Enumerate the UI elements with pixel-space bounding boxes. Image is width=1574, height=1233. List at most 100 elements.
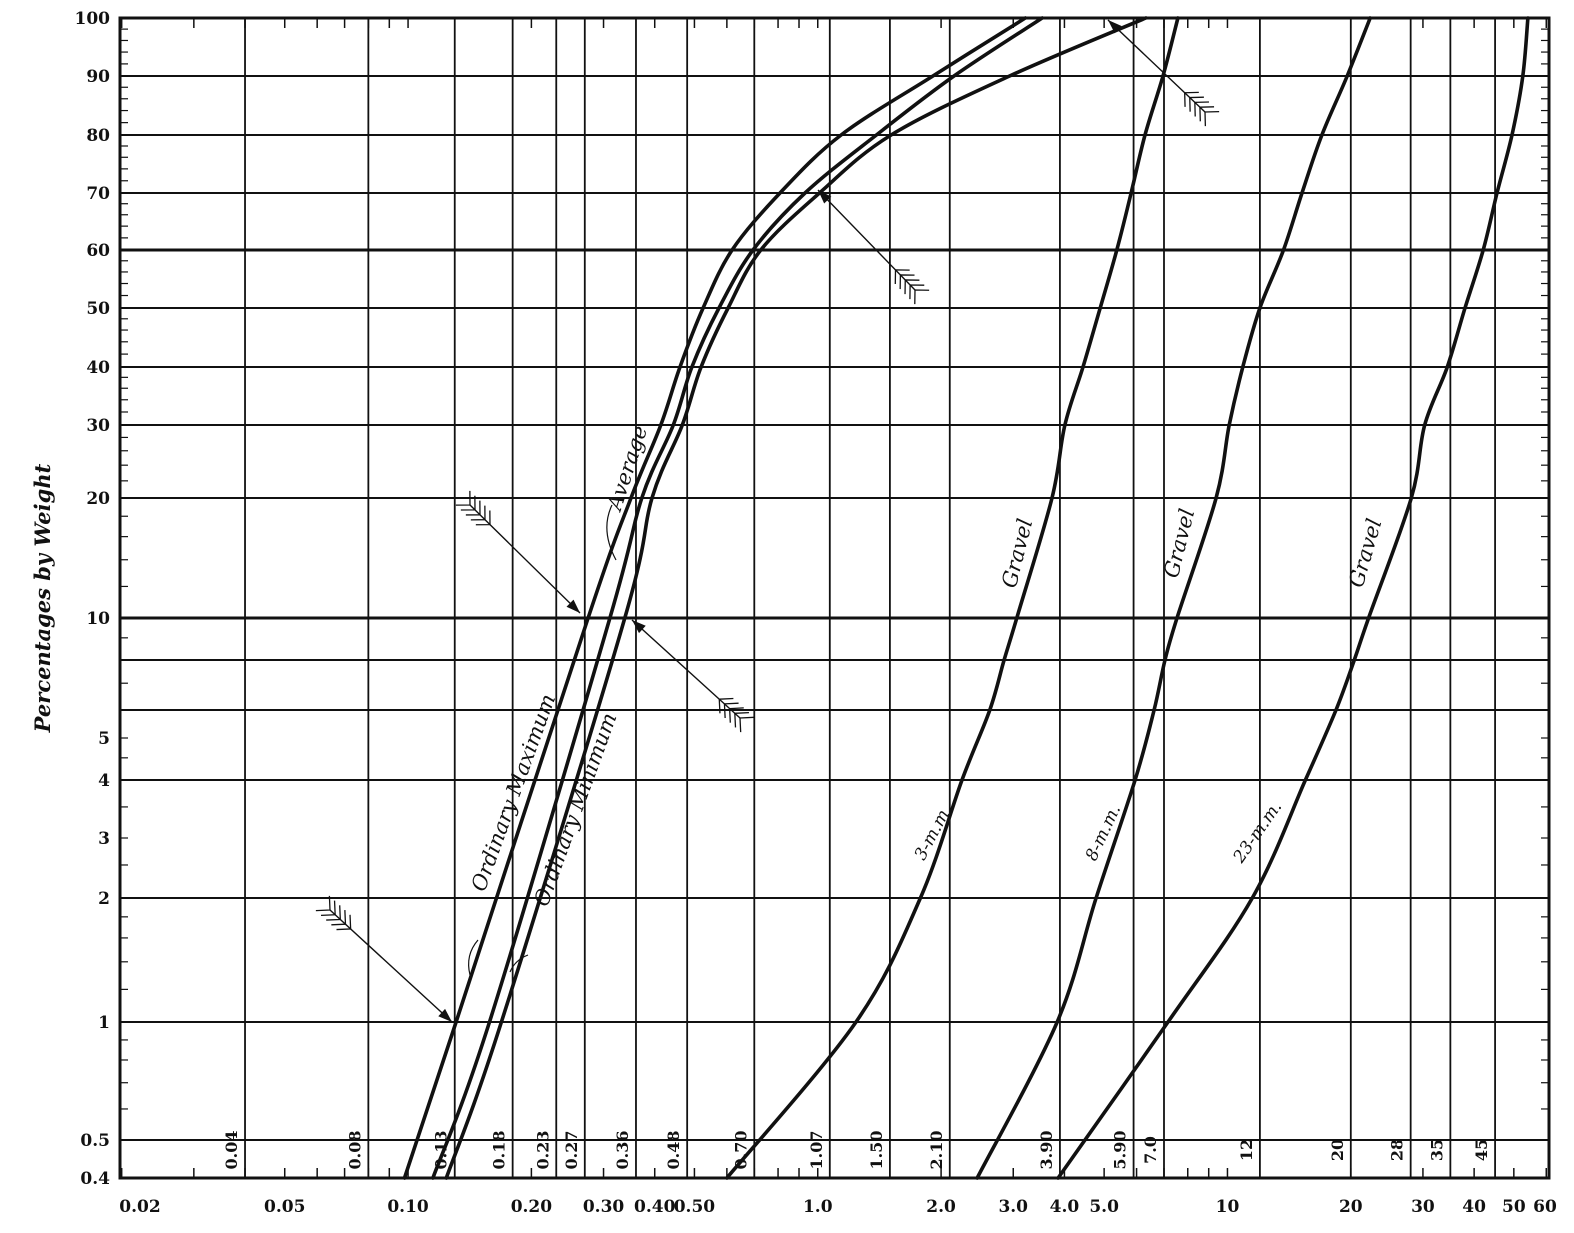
- y-tick-label: 5: [98, 729, 110, 749]
- x-tick-label: 2.0: [926, 1197, 956, 1217]
- x-tick-label: 0.20: [511, 1197, 553, 1217]
- arrow-feather: [336, 914, 352, 931]
- arrowhead-icon: [818, 190, 832, 204]
- arrow-feather: [331, 910, 347, 926]
- y-tick-label: 0.5: [80, 1131, 110, 1151]
- x-tick-label: 0.02: [119, 1197, 160, 1217]
- curve-label-gravel-3mm: Gravel: [997, 516, 1037, 590]
- x-tick-label: 40: [1462, 1197, 1486, 1217]
- arrow-feather: [465, 500, 481, 516]
- sieve-label: 0.70: [731, 1131, 750, 1170]
- ordinary-minimum-leader-line: [509, 954, 529, 973]
- arrowhead-icon: [1108, 20, 1122, 34]
- arrow-feather: [723, 702, 739, 719]
- x-tick-label: 5.0: [1089, 1197, 1119, 1217]
- x-tick-label: 60: [1533, 1197, 1557, 1217]
- curve-label-average: Average: [602, 423, 652, 515]
- y-tick-label: 30: [86, 416, 110, 436]
- sieve-label: 45: [1472, 1139, 1491, 1161]
- sieve-label: 1.50: [867, 1131, 886, 1170]
- pointer-arrows: [315, 19, 1220, 1023]
- y-tick-label: 2: [98, 889, 110, 909]
- ordinary-maximum-leader-line: [468, 939, 479, 976]
- y-tick-label: 3: [98, 829, 110, 849]
- y-tick-label: 4: [98, 771, 110, 791]
- y-axis-label: Percentages by Weight: [30, 463, 55, 733]
- arrow-shaft: [631, 619, 741, 719]
- arrow-feather: [904, 279, 920, 295]
- arrow-feather: [1204, 110, 1220, 127]
- y-tick-label: 1: [98, 1013, 110, 1033]
- sieve-label: 0.48: [664, 1131, 683, 1170]
- sieve-label: 0.23: [533, 1131, 552, 1170]
- sieve-label: 35: [1427, 1139, 1446, 1161]
- y-tick-label: 70: [86, 184, 110, 204]
- feathered-arrow: [631, 619, 755, 733]
- y-tick-label: 90: [86, 67, 110, 87]
- x-tick-label: 3.0: [998, 1197, 1028, 1217]
- y-tick-label: 40: [86, 358, 110, 378]
- sieve-label: 12: [1237, 1139, 1256, 1161]
- y-tick-label: 100: [75, 9, 111, 29]
- arrow-feather: [728, 707, 744, 723]
- arrow-feather: [320, 900, 336, 916]
- arrow-feather: [739, 716, 755, 733]
- sieve-label: 3.90: [1037, 1131, 1056, 1170]
- arrow-feather: [899, 274, 915, 290]
- gravel-3mm-curve: [725, 16, 1180, 1180]
- x-tick-label: 50: [1502, 1197, 1526, 1217]
- sieve-label: 7.0: [1141, 1136, 1160, 1164]
- arrow-shaft: [817, 189, 916, 291]
- arrow-feather: [1189, 96, 1204, 112]
- y-tick-label: 60: [86, 241, 110, 261]
- sieve-label: 1.07: [807, 1131, 826, 1170]
- arrow-feather: [455, 490, 471, 506]
- arrow-feather: [909, 284, 925, 300]
- sieve-label: 5.90: [1111, 1131, 1130, 1170]
- x-tick-label: 20: [1339, 1197, 1363, 1217]
- y-tick-label: 10: [86, 609, 110, 629]
- y-tick-label: 50: [86, 299, 110, 319]
- x-tick-label: 0.05: [264, 1197, 305, 1217]
- sieve-label: 2.10: [927, 1131, 946, 1170]
- plot-frame: [118, 16, 1551, 1180]
- sieve-label: 0.04: [222, 1131, 241, 1170]
- sieve-label: 0.27: [562, 1131, 581, 1170]
- arrow-feather: [475, 510, 491, 526]
- gravel-23mm-curve: [1056, 16, 1530, 1180]
- arrowhead-icon: [438, 1008, 452, 1022]
- arrow-shaft: [469, 504, 581, 614]
- arrow-feather: [894, 269, 910, 285]
- curves: [402, 16, 1530, 1180]
- sieve-label: 0.18: [490, 1131, 509, 1170]
- arrowhead-icon: [632, 620, 646, 634]
- gravel-8mm-curve: [975, 16, 1372, 1180]
- arrow-feather: [718, 697, 734, 714]
- feathered-arrow: [1107, 19, 1220, 127]
- arrow-feather: [1199, 106, 1215, 122]
- arrow-feather: [470, 505, 486, 521]
- arrow-feather: [1184, 91, 1199, 107]
- average-curve: [431, 16, 1044, 1180]
- sieve-label: 20: [1328, 1139, 1347, 1161]
- x-tick-label: 0.30: [583, 1197, 625, 1217]
- x-tick-label: 4.0: [1050, 1197, 1080, 1217]
- x-tick-label: 0.10: [387, 1197, 429, 1217]
- arrowhead-icon: [566, 599, 580, 613]
- arrow-feather: [326, 905, 341, 921]
- y-tick-label: 80: [86, 126, 110, 146]
- ordinary-maximum-curve: [402, 16, 1028, 1180]
- average-leader-line: [606, 504, 617, 561]
- y-tick-label: 0.4: [80, 1169, 110, 1189]
- ordinary-minimum-curve: [444, 16, 1148, 1180]
- x-tick-label: 0.40: [634, 1197, 676, 1217]
- arrow-feather: [734, 711, 749, 728]
- arrow-feather: [914, 289, 930, 305]
- arrow-shaft: [1107, 19, 1206, 113]
- arrow-shaft: [329, 909, 453, 1023]
- tick-labels: 0.04 0.08 0.13 0.18 0.23 0.27 0.36 0.48 0.70 1.07…: [75, 9, 1557, 1217]
- sieve-label: 28: [1388, 1139, 1407, 1161]
- x-tick-label: 10: [1216, 1197, 1240, 1217]
- feathered-arrow: [315, 895, 453, 1023]
